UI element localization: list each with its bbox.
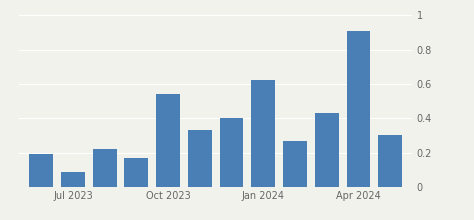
Bar bbox=[378, 136, 402, 187]
Bar bbox=[29, 154, 53, 187]
Bar bbox=[315, 113, 338, 187]
Bar bbox=[219, 118, 244, 187]
Bar bbox=[346, 31, 370, 187]
Bar bbox=[61, 172, 85, 187]
Bar bbox=[251, 81, 275, 187]
Bar bbox=[188, 130, 212, 187]
Bar bbox=[283, 141, 307, 187]
Bar bbox=[93, 149, 117, 187]
Bar bbox=[125, 158, 148, 187]
Bar bbox=[156, 94, 180, 187]
